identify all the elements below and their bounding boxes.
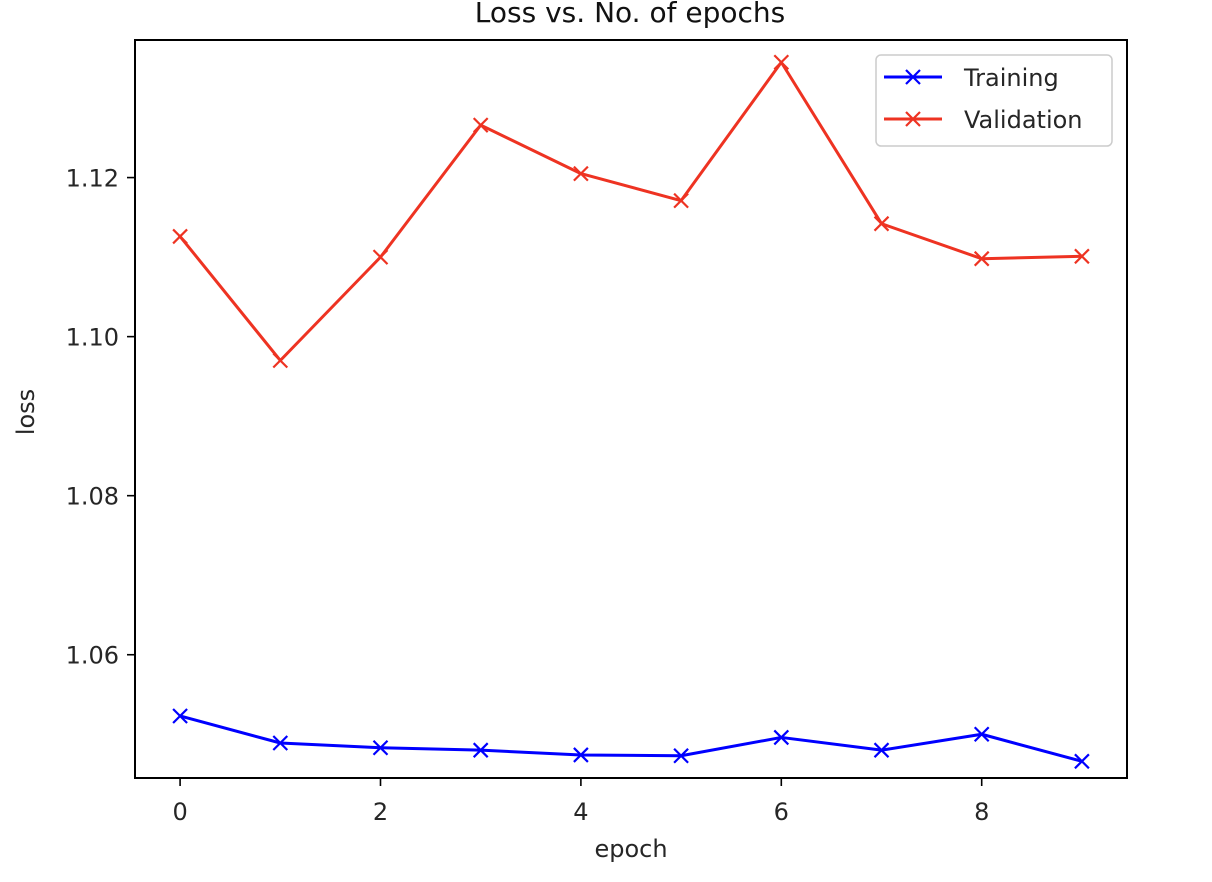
training-point-marker	[773, 729, 790, 746]
x-tick-label: 4	[573, 798, 588, 826]
training-point-marker	[472, 742, 489, 758]
y-tick-label: 1.08	[66, 483, 119, 511]
validation-point-marker	[172, 228, 188, 245]
x-tick-label: 0	[172, 798, 187, 826]
validation-point-marker	[873, 215, 890, 232]
training-point-marker	[973, 726, 990, 743]
legend-validation-label: Validation	[964, 106, 1083, 134]
legend-training-label: Training	[963, 64, 1059, 92]
chart-title: Loss vs. No. of epochs	[475, 0, 785, 29]
x-tick-label: 6	[774, 798, 789, 826]
validation-point-marker	[1074, 248, 1090, 265]
y-axis: 1.06 1.08 1.10 1.12	[66, 165, 135, 670]
legend-training-marker	[905, 69, 921, 85]
training-line	[178, 714, 1084, 764]
validation-point-marker	[573, 165, 589, 182]
y-tick-label: 1.10	[66, 324, 119, 352]
legend-validation-marker	[905, 111, 921, 127]
training-point-marker	[1074, 753, 1090, 770]
training-point-marker	[873, 742, 890, 758]
validation-point-marker	[773, 54, 790, 71]
training-point-marker	[272, 735, 289, 751]
training-point-marker	[172, 708, 188, 724]
validation-point-marker	[472, 117, 489, 133]
x-axis-label: epoch	[594, 835, 667, 863]
validation-line	[177, 60, 1084, 362]
y-tick-label: 1.06	[66, 642, 119, 670]
training-point-marker	[573, 747, 589, 763]
x-tick-label: 2	[373, 798, 388, 826]
y-tick-label: 1.12	[66, 165, 119, 193]
validation-point-marker	[973, 250, 990, 267]
training-point-marker	[372, 740, 389, 756]
legend: Training Validation	[875, 54, 1113, 147]
validation-point-marker	[272, 352, 289, 369]
series-group	[172, 54, 1090, 770]
training-point-marker	[673, 747, 689, 764]
validation-point-marker	[372, 249, 389, 265]
plot-frame	[134, 39, 1128, 779]
plot-area	[135, 40, 1127, 778]
x-axis: 0 2 4 6 8	[172, 778, 989, 826]
validation-point-marker	[673, 192, 689, 209]
y-axis-label: loss	[12, 389, 40, 435]
x-tick-label: 8	[974, 798, 989, 826]
